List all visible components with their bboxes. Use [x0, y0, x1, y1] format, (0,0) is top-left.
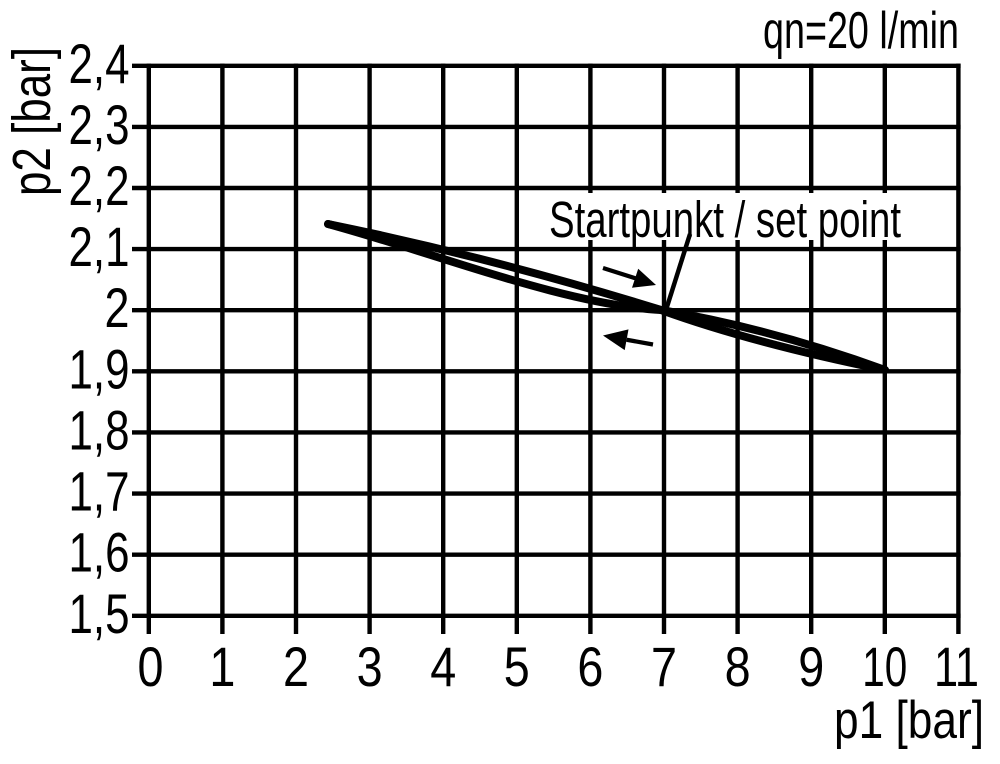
svg-text:Startpunkt / set point: Startpunkt / set point [549, 191, 901, 248]
svg-text:2: 2 [105, 276, 130, 339]
svg-text:2,4: 2,4 [69, 32, 130, 95]
svg-text:1,7: 1,7 [69, 460, 130, 523]
svg-text:0: 0 [138, 635, 164, 698]
svg-text:p1 [bar]: p1 [bar] [834, 691, 984, 750]
svg-text:3: 3 [357, 635, 383, 698]
svg-text:1,9: 1,9 [69, 337, 130, 400]
svg-text:5: 5 [504, 635, 530, 698]
svg-text:qn=20 l/min: qn=20 l/min [763, 2, 959, 60]
svg-text:2,2: 2,2 [69, 154, 130, 217]
svg-text:2,1: 2,1 [69, 215, 130, 278]
svg-text:8: 8 [725, 635, 751, 698]
svg-text:7: 7 [651, 635, 677, 698]
svg-text:10: 10 [862, 635, 907, 698]
svg-text:9: 9 [798, 635, 824, 698]
svg-text:2,3: 2,3 [69, 93, 130, 156]
svg-text:1,5: 1,5 [69, 582, 130, 645]
svg-text:2: 2 [283, 635, 309, 698]
svg-text:4: 4 [430, 635, 456, 698]
svg-text:6: 6 [577, 635, 603, 698]
svg-text:1,6: 1,6 [69, 521, 130, 584]
svg-text:p2 [bar]: p2 [bar] [2, 47, 62, 196]
svg-text:11: 11 [934, 635, 979, 698]
svg-text:1: 1 [209, 635, 235, 698]
svg-text:1,8: 1,8 [69, 398, 130, 461]
